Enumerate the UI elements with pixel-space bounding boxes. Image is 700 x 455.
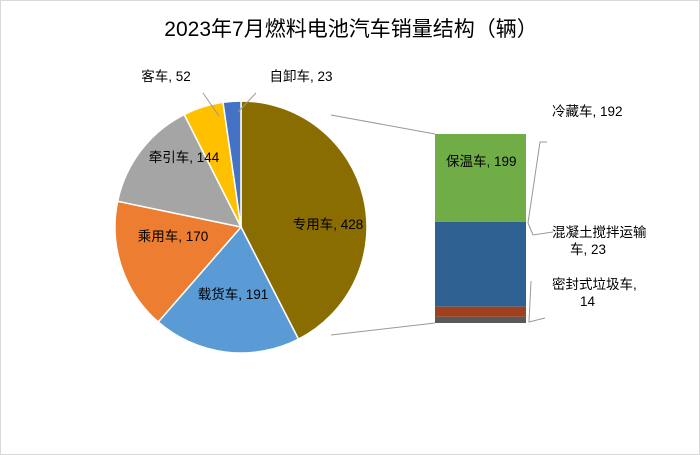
svg-text:自卸车, 23: 自卸车, 23 bbox=[269, 68, 332, 84]
svg-text:客车, 52: 客车, 52 bbox=[141, 68, 191, 84]
svg-text:专用车, 428: 专用车, 428 bbox=[293, 216, 364, 232]
svg-text:密封式垃圾车,: 密封式垃圾车, bbox=[552, 276, 637, 292]
svg-text:牵引车, 144: 牵引车, 144 bbox=[149, 149, 220, 165]
svg-text:乘用车, 170: 乘用车, 170 bbox=[138, 228, 209, 244]
svg-text:载货车, 191: 载货车, 191 bbox=[198, 286, 269, 302]
svg-text:混凝土搅拌运输: 混凝土搅拌运输 bbox=[552, 225, 647, 240]
svg-text:保温车, 199: 保温车, 199 bbox=[446, 153, 517, 169]
svg-text:冷藏车, 192: 冷藏车, 192 bbox=[552, 103, 623, 119]
svg-text:车, 23: 车, 23 bbox=[570, 241, 606, 257]
svg-text:14: 14 bbox=[580, 294, 596, 309]
